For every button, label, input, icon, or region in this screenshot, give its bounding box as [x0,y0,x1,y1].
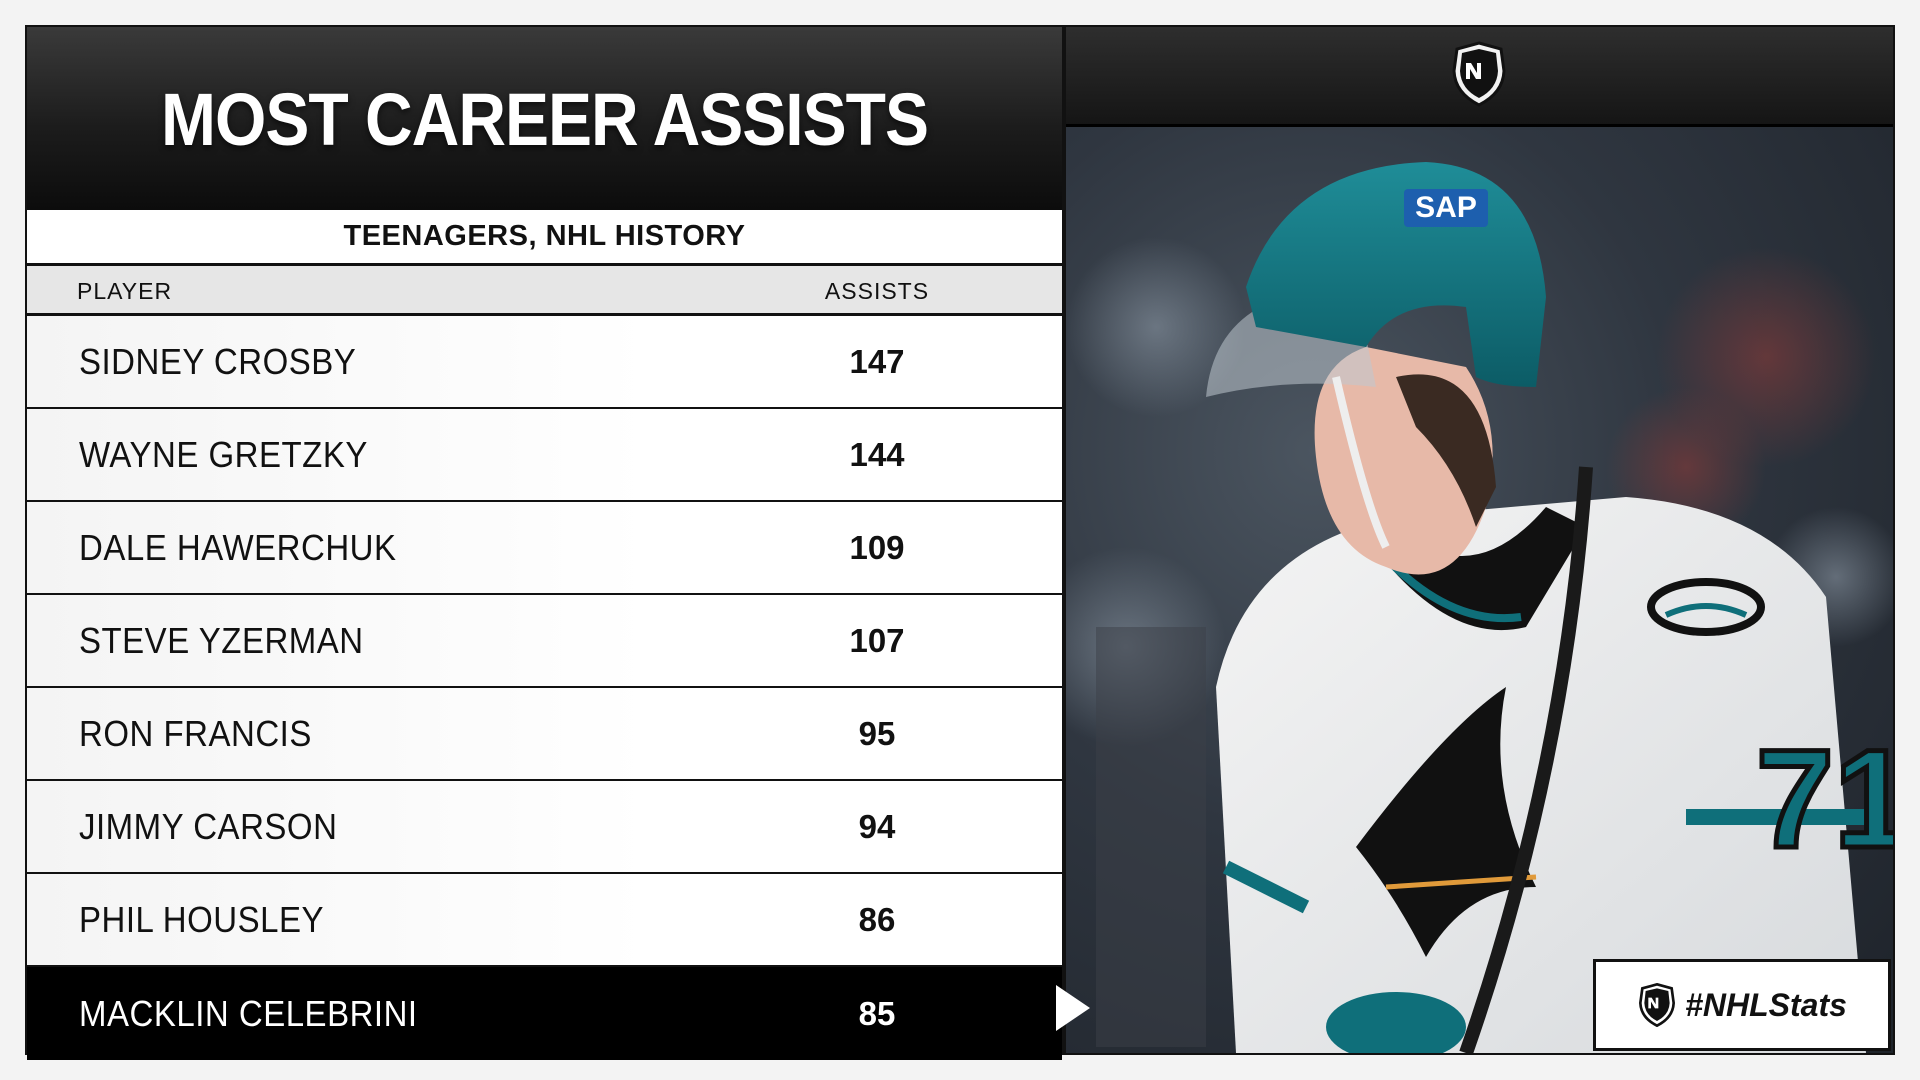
assists-value: 144 [849,436,905,473]
table-row: JIMMY CARSON 94 [27,781,1062,874]
title-bar: MOST CAREER ASSISTS [27,27,1062,210]
logo-bar [1066,27,1893,127]
player-photo: 71 SAP [1066,127,1893,1053]
player-name: RON FRANCIS [79,713,312,754]
graphic-frame: MOST CAREER ASSISTS TEENAGERS, NHL HISTO… [25,25,1895,1060]
stats-table: SIDNEY CROSBY 147 WAYNE GRETZKY 144 DALE… [27,316,1062,1060]
player-name: WAYNE GRETZKY [79,434,368,475]
assists-value: 107 [849,622,905,659]
nhl-shield-icon [1639,983,1676,1027]
assists-value: 147 [849,343,905,380]
table-row: STEVE YZERMAN 107 [27,595,1062,688]
assists-value: 94 [858,808,896,845]
assists-value: 109 [849,529,905,566]
photo-panel: 71 SAP [1066,27,1893,1053]
table-row: WAYNE GRETZKY 144 [27,409,1062,502]
nhl-shield-icon [1452,41,1506,107]
table-header: PLAYER ASSISTS [27,266,1062,316]
table-row: SIDNEY CROSBY 147 [27,316,1062,409]
player-name: STEVE YZERMAN [79,620,364,661]
table-row-highlighted: MACKLIN CELEBRINI 85 [27,967,1062,1060]
hashtag-text: #NHLStats [1685,986,1847,1023]
assists-value: 86 [858,901,896,938]
player-illustration: 71 SAP [1066,162,1893,1053]
column-header-assists: ASSISTS [824,278,930,304]
assists-value: 85 [858,995,896,1032]
assists-value: 95 [858,715,896,752]
table-row: RON FRANCIS 95 [27,688,1062,781]
stats-panel: MOST CAREER ASSISTS TEENAGERS, NHL HISTO… [27,27,1062,1060]
jersey-number: 71 [1756,720,1893,877]
page-title: MOST CAREER ASSISTS [161,77,929,160]
hashtag-badge: #NHLStats [1593,959,1891,1051]
player-name: MACKLIN CELEBRINI [79,993,418,1034]
player-name: DALE HAWERCHUK [79,527,397,568]
table-row: PHIL HOUSLEY 86 [27,874,1062,967]
table-row: DALE HAWERCHUK 109 [27,502,1062,595]
player-name: PHIL HOUSLEY [79,899,325,940]
subtitle: TEENAGERS, NHL HISTORY [27,210,1062,266]
player-name: SIDNEY CROSBY [79,341,357,382]
triangle-right-icon [1056,985,1090,1031]
column-header-player: PLAYER [77,278,173,304]
helmet-sponsor: SAP [1415,191,1477,224]
player-name: JIMMY CARSON [79,806,338,847]
